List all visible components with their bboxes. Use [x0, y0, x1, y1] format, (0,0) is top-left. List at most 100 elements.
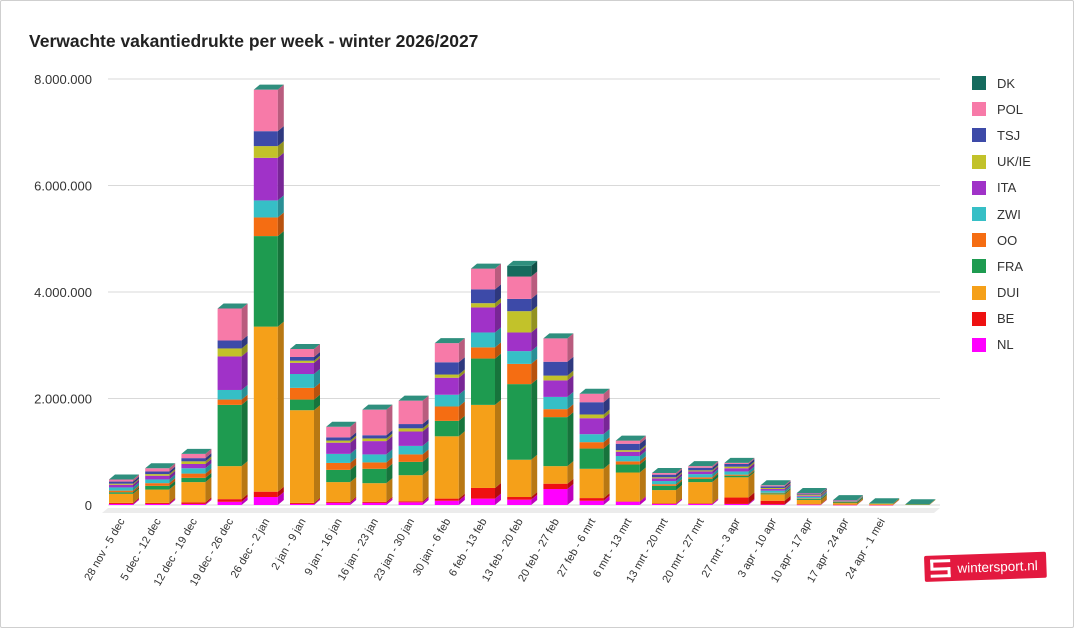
chart-floor [102, 508, 940, 513]
bar-segment-side [277, 486, 284, 498]
bar-segment [181, 461, 206, 464]
bar-segment [579, 418, 604, 435]
legend-item: ZWI [972, 201, 1031, 227]
bar-segment-side [277, 492, 284, 505]
bar-segment-side [676, 480, 682, 491]
bar-segment-side [857, 499, 863, 505]
bar-segment-side [639, 496, 646, 502]
bar-segment [145, 475, 170, 480]
bar-segment [253, 236, 278, 327]
bar-segment [362, 435, 387, 439]
legend-swatch [972, 128, 986, 143]
bar-segment [615, 461, 640, 465]
bar-segment-side [205, 456, 212, 464]
bar-segment-side [241, 335, 248, 349]
bar-segment [833, 503, 857, 505]
legend-swatch [972, 102, 986, 117]
bar-segment [724, 468, 749, 472]
bar-segment [362, 483, 387, 502]
bar-segment [217, 356, 242, 390]
bar-segment [615, 443, 640, 451]
bar-segment-side [712, 462, 719, 471]
bar-segment-side [458, 372, 465, 395]
bar-segment-side [133, 478, 139, 485]
bar-segment [724, 474, 749, 476]
bar-segment [434, 343, 459, 363]
bar-segment-side [712, 469, 719, 478]
bar-segment-side [712, 498, 719, 505]
bar-segment-side [784, 484, 791, 491]
bar-segment [724, 477, 749, 498]
bar-segment-side [820, 491, 827, 499]
bar-segment [109, 492, 133, 494]
bar-segment [471, 332, 495, 348]
legend-label: ZWI [997, 206, 1021, 222]
bar-segment [145, 485, 170, 490]
bar-segment [253, 217, 278, 237]
bar-segment [181, 468, 206, 474]
bar-segment [217, 466, 242, 500]
bar-segment-side [603, 409, 610, 419]
bar-segment [615, 450, 640, 452]
bar-segment [471, 289, 495, 304]
x-tick-label: 26 dec - 2 jan [229, 517, 273, 581]
bar-segment [796, 498, 821, 499]
bar-segment-side [133, 497, 139, 504]
bar-segment [688, 503, 713, 505]
bar-segment-side [350, 496, 357, 503]
bar-segment [290, 362, 314, 375]
bar-segment-side [639, 459, 646, 473]
bar-segment-side [929, 499, 936, 505]
bar-segment [652, 490, 676, 504]
bar-segment [543, 375, 568, 381]
bar-segment [724, 462, 749, 464]
bar-segment [434, 420, 459, 437]
bar-top [181, 448, 212, 454]
bar-segment [796, 496, 821, 499]
bar-segment-side [784, 482, 791, 490]
bar-top [326, 421, 357, 427]
bar-segment-side [857, 495, 863, 501]
bar-segment-side [422, 395, 429, 425]
bar-segment [181, 503, 206, 505]
bar-segment [579, 448, 604, 469]
bar-segment-side [495, 302, 501, 333]
bar-segment [724, 466, 749, 469]
bar-segment [796, 504, 821, 506]
bar-segment [109, 483, 133, 485]
bar-segment-side [422, 456, 429, 476]
bar-segment [615, 501, 640, 505]
bar-segment [724, 475, 749, 478]
bar-segment-side [350, 497, 357, 505]
bar-segment-side [676, 469, 682, 478]
legend-item: UK/IE [972, 149, 1031, 175]
bar-segment-side [676, 472, 682, 479]
bar-segment [109, 479, 133, 482]
bar-segment-side [350, 421, 357, 438]
bar-segment [181, 477, 206, 483]
bar-segment [290, 360, 314, 363]
bar-segment [543, 396, 568, 410]
bar-segment [145, 503, 170, 505]
y-tick-label: 2.000.000 [34, 392, 92, 407]
bar-segment [109, 484, 133, 488]
bar-top [362, 404, 393, 410]
bar-segment [833, 502, 857, 504]
bar-segment-side [820, 499, 827, 505]
bar-segment [217, 399, 242, 405]
bar-segment [543, 361, 568, 376]
bar-segment-side [205, 498, 212, 505]
bar-segment-side [205, 472, 212, 483]
bar-segment [543, 409, 568, 418]
bar-segment-side [893, 498, 900, 505]
bar-segment [760, 486, 785, 488]
bar-segment-side [531, 293, 538, 312]
bar-segment-side [748, 470, 755, 478]
bar-segment-side [314, 343, 320, 357]
bar-segment [507, 351, 532, 364]
bar-segment [833, 500, 857, 501]
bar-segment [362, 501, 387, 503]
bar-segment [290, 374, 314, 388]
bar-segment [145, 479, 170, 484]
bar-segment [688, 470, 713, 472]
